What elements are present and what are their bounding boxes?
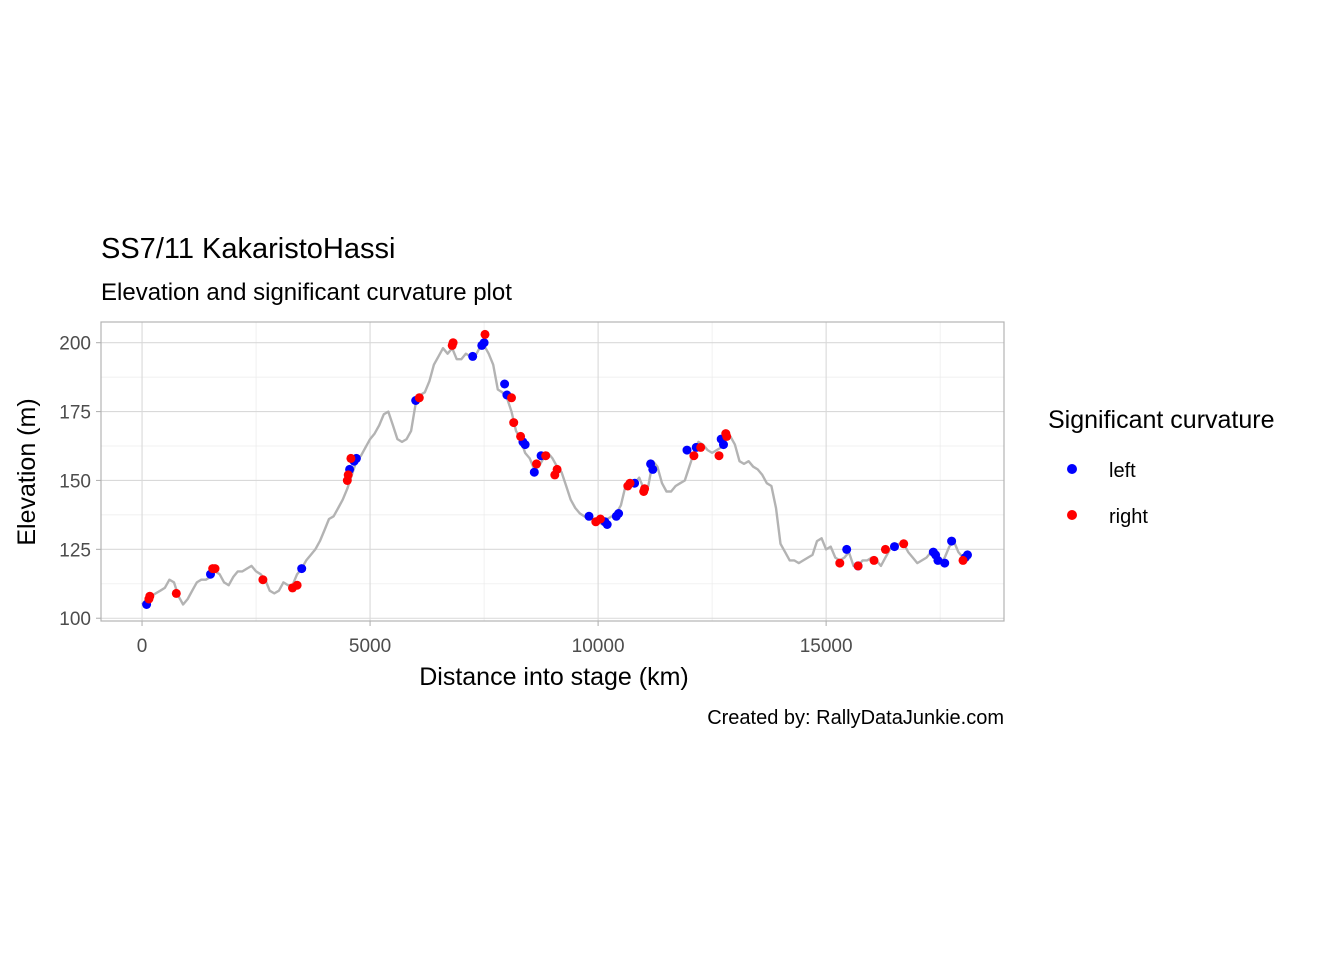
legend-title: Significant curvature	[1048, 406, 1275, 434]
curvature-point-right	[258, 575, 268, 585]
curvature-point-left	[520, 440, 530, 450]
x-tick-label: 0	[137, 636, 148, 657]
curvature-point-left	[602, 520, 612, 529]
curvature-point-left	[584, 511, 594, 521]
minor-gridlines	[101, 322, 1004, 621]
curvature-point-right	[714, 451, 724, 461]
major-gridlines	[101, 322, 1004, 621]
y-axis-label: Elevation (m)	[13, 398, 41, 545]
curvature-point-right	[145, 591, 155, 601]
curvature-point-right	[541, 451, 551, 461]
curvature-point-right	[640, 484, 650, 494]
curvature-point-left	[940, 558, 950, 568]
chart-subtitle: Elevation and significant curvature plot	[101, 279, 512, 306]
curvature-point-left	[468, 351, 478, 361]
curvature-point-right	[292, 580, 302, 590]
curvature-point-right	[346, 453, 356, 463]
curvature-point-left	[682, 445, 692, 455]
curvature-point-right	[595, 514, 605, 524]
curvature-point-right	[899, 539, 909, 549]
curvature-point-left	[947, 536, 957, 546]
legend-label-left: left	[1109, 460, 1136, 482]
chart-title: SS7/11 KakaristoHassi	[101, 233, 395, 265]
curvature-point-right	[532, 459, 541, 469]
curvature-point-right	[853, 561, 863, 571]
legend-marker-left	[1067, 464, 1077, 474]
curvature-point-right	[509, 418, 519, 428]
curvature-point-right	[171, 588, 181, 598]
plot-panel-border	[100, 321, 1005, 622]
curvature-point-right	[835, 558, 845, 568]
y-axis-ticks: 100 125 150 175 200	[59, 334, 101, 630]
curvature-point-right	[210, 564, 220, 574]
curvature-point-left	[500, 379, 510, 389]
curvature-point-left	[890, 542, 899, 552]
x-tick-label: 10000	[572, 636, 625, 657]
curvature-point-right	[869, 555, 879, 565]
curvature-point-right	[448, 338, 458, 348]
curvature-point-left	[297, 564, 307, 574]
legend-item-left: left	[1067, 460, 1136, 482]
x-tick-label: 15000	[800, 636, 853, 657]
y-tick-label: 150	[59, 471, 91, 492]
x-axis-ticks: 0 5000 10000 15000	[137, 621, 853, 657]
curvature-point-left	[719, 440, 728, 450]
curvature-point-right	[480, 329, 490, 339]
x-axis-label: Distance into stage (km)	[419, 663, 689, 691]
curvature-point-right	[414, 393, 424, 403]
y-tick-label: 200	[59, 334, 91, 355]
elevation-profile-line	[141, 344, 968, 606]
chart-caption: Created by: RallyDataJunkie.com	[707, 707, 1004, 729]
curvature-point-right	[516, 431, 526, 441]
legend-label-right: right	[1109, 506, 1148, 528]
y-tick-label: 175	[59, 403, 91, 424]
curvature-point-left	[933, 555, 943, 565]
legend: Significant curvature left right	[1048, 406, 1275, 528]
y-tick-label: 125	[59, 540, 91, 561]
curvature-point-right	[880, 544, 890, 554]
legend-marker-right	[1067, 510, 1077, 520]
curvature-point-left	[529, 467, 539, 477]
curvature-point-left	[842, 544, 852, 554]
curvature-point-right	[343, 470, 353, 480]
curvature-point-left	[648, 464, 658, 474]
curvature-points-layer	[142, 329, 972, 609]
curvature-point-right	[507, 393, 516, 403]
curvature-point-right	[722, 431, 732, 441]
curvature-point-left	[479, 338, 489, 348]
curvature-point-right	[625, 478, 635, 488]
x-tick-label: 5000	[349, 636, 391, 657]
curvature-point-left	[614, 509, 624, 518]
curvature-point-right	[689, 451, 699, 461]
curvature-point-right	[958, 555, 968, 565]
curvature-point-right	[696, 442, 706, 452]
curvature-point-right	[552, 464, 562, 474]
legend-item-right: right	[1067, 506, 1148, 528]
elevation-profile-layer	[141, 344, 968, 606]
y-tick-label: 100	[59, 609, 91, 630]
